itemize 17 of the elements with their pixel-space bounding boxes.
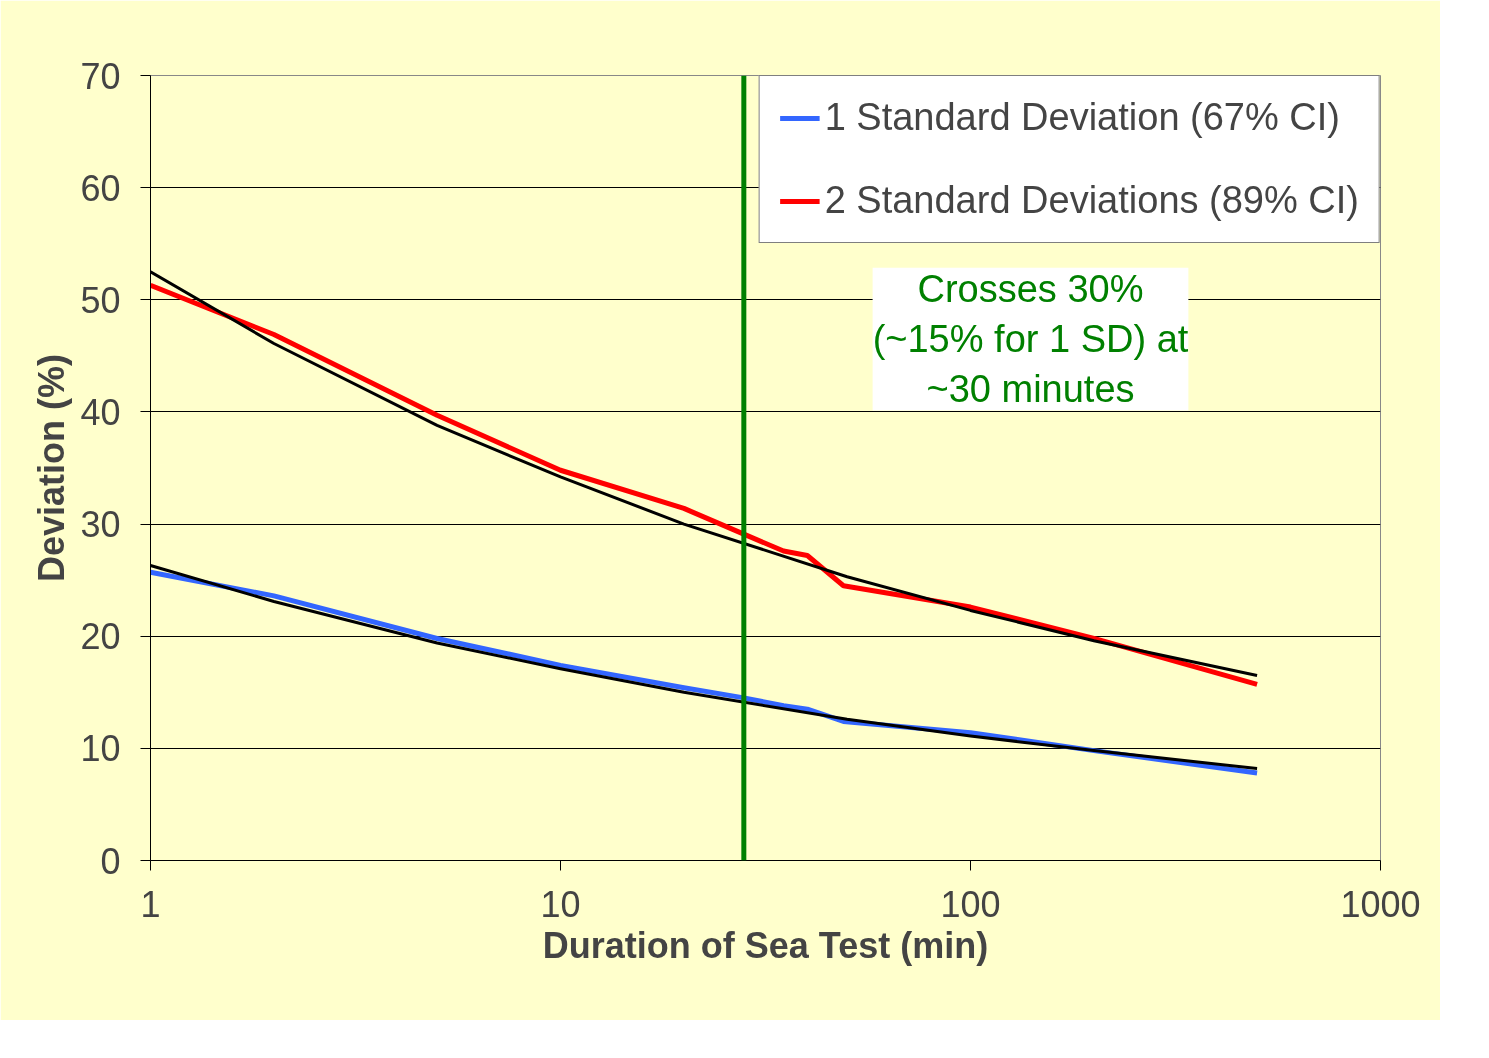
legend-label: 1 Standard Deviation (67% CI): [824, 96, 1340, 139]
y-tick-label: 10: [80, 728, 121, 770]
x-tick-label: 1: [140, 883, 161, 925]
y-tick-label: 30: [80, 504, 121, 546]
x-tick-label: 100: [940, 883, 1001, 925]
x-axis-title: Duration of Sea Test (min): [542, 924, 989, 966]
y-tick-label: 20: [80, 616, 121, 658]
annotation: Crosses 30% (~15% for 1 SD) at ~30 minutes: [872, 267, 1189, 411]
x-tick-label: 1000: [1340, 883, 1421, 925]
x-tick-label: 10: [540, 883, 581, 925]
y-tick-label: 70: [80, 55, 121, 97]
legend-label: 2 Standard Deviations (89% CI): [824, 179, 1359, 222]
y-tick-label: 60: [80, 167, 121, 209]
y-tick-label: 50: [80, 279, 121, 321]
y-axis-title: Deviation (%): [31, 353, 73, 583]
y-tick-label: 0: [100, 840, 121, 882]
y-tick-label: 40: [80, 391, 121, 433]
